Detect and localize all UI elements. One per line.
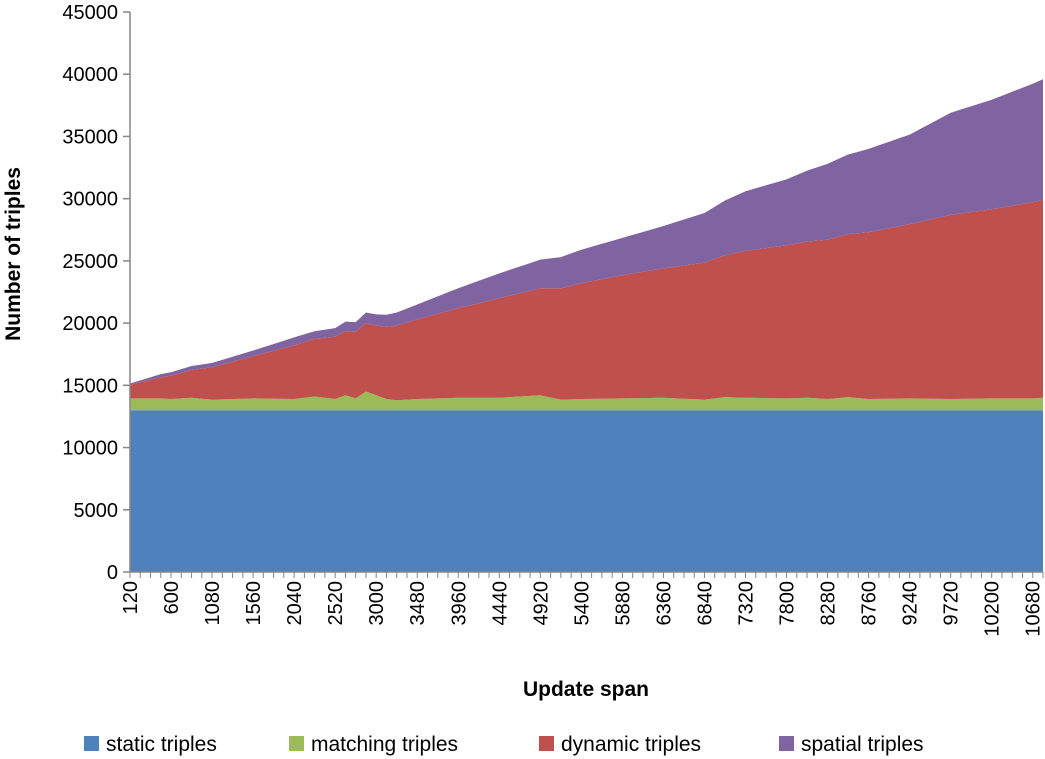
axes: [129, 12, 1043, 573]
y-axis-title: Number of triples: [2, 167, 25, 341]
legend-label-dynamic-triples: dynamic triples: [561, 733, 701, 756]
area-series-static-triples: [130, 410, 1043, 572]
legend-label-static-triples: static triples: [106, 733, 217, 756]
x-tick-label: 1560: [243, 581, 265, 626]
legend-label-matching-triples: matching triples: [311, 733, 458, 756]
y-tick-label: 5000: [74, 500, 119, 522]
y-tick-label: 0: [107, 562, 118, 584]
x-tick-label: 600: [161, 581, 183, 614]
legend-swatch-static-triples: [84, 736, 99, 751]
x-axis-title: Update span: [523, 678, 649, 701]
area-series-matching-triples: [130, 391, 1043, 411]
y-tick-label: 10000: [62, 438, 118, 460]
x-tick-label: 8760: [859, 581, 881, 626]
legend: static triples matching triples dynamic tr…: [84, 733, 924, 756]
y-tick-label: 40000: [62, 64, 118, 86]
x-tick-label: 4440: [489, 581, 511, 626]
x-tick-label: 2520: [325, 581, 347, 626]
x-tick-label: 10200: [982, 581, 1004, 637]
x-tick-label: 6360: [653, 581, 675, 626]
x-axis-ticks: 120 600 1080 1560 2040 2520 3000 3480 3960 4440 49…: [120, 572, 1045, 637]
x-tick-label: 4920: [530, 581, 552, 626]
y-tick-label: 35000: [62, 126, 118, 148]
y-tick-label: 20000: [62, 313, 118, 335]
x-tick-label: 5880: [612, 581, 634, 626]
y-axis-ticks: 0 5000 10000 15000 20000 25000 30000 35000 40000…: [62, 2, 130, 584]
legend-swatch-spatial-triples: [779, 736, 794, 751]
legend-swatch-matching-triples: [289, 736, 304, 751]
x-tick-label: 8280: [818, 581, 840, 626]
y-tick-label: 45000: [62, 2, 118, 24]
x-tick-label: 3480: [407, 581, 429, 626]
x-tick-label: 5400: [571, 581, 593, 626]
x-tick-label: 3000: [366, 581, 388, 626]
area-series-spatial-triples: [130, 79, 1043, 385]
x-tick-label: 120: [120, 581, 142, 614]
plot-areas: [130, 79, 1043, 572]
legend-swatch-dynamic-triples: [539, 736, 554, 751]
x-tick-label: 7320: [736, 581, 758, 626]
x-tick-label: 7800: [777, 581, 799, 626]
area-series-dynamic-triples: [130, 199, 1043, 401]
x-tick-label: 9240: [900, 581, 922, 626]
x-tick-label: 3960: [448, 581, 470, 626]
x-tick-label: 2040: [284, 581, 306, 626]
y-tick-label: 30000: [62, 189, 118, 211]
x-tick-label: 9720: [941, 581, 963, 626]
x-tick-label: 6840: [694, 581, 716, 626]
x-tick-label: 10680: [1023, 581, 1045, 637]
y-tick-label: 25000: [62, 251, 118, 273]
y-tick-label: 15000: [62, 375, 118, 397]
legend-label-spatial-triples: spatial triples: [801, 733, 924, 756]
x-tick-label: 1080: [202, 581, 224, 626]
